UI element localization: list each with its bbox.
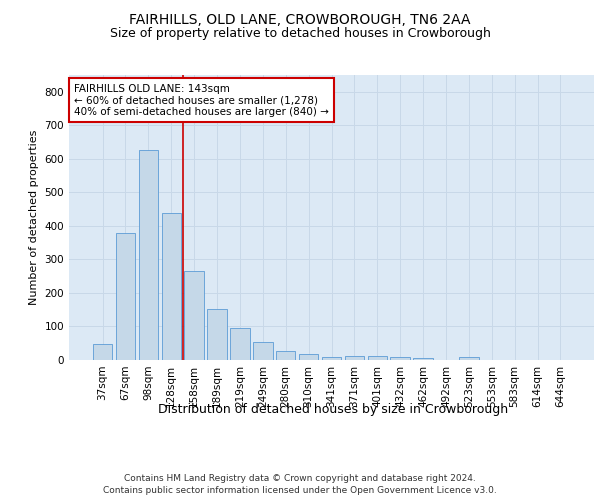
Bar [139, 150, 158, 360]
Bar [276, 350, 295, 360]
Text: FAIRHILLS OLD LANE: 143sqm
← 60% of detached houses are smaller (1,278)
40% of s: FAIRHILLS OLD LANE: 143sqm ← 60% of deta… [74, 84, 329, 116]
Bar [368, 356, 387, 360]
Bar [93, 344, 112, 360]
Bar [208, 309, 227, 360]
Bar [116, 232, 135, 360]
Text: FAIRHILLS, OLD LANE, CROWBOROUGH, TN6 2AA: FAIRHILLS, OLD LANE, CROWBOROUGH, TN6 2A… [129, 12, 471, 26]
Bar [322, 356, 341, 360]
Bar [161, 213, 181, 360]
Bar [391, 356, 410, 360]
Text: Contains HM Land Registry data © Crown copyright and database right 2024.
Contai: Contains HM Land Registry data © Crown c… [103, 474, 497, 495]
Bar [299, 354, 319, 360]
Bar [413, 358, 433, 360]
Bar [344, 356, 364, 360]
Text: Distribution of detached houses by size in Crowborough: Distribution of detached houses by size … [158, 402, 508, 415]
Bar [184, 271, 204, 360]
Bar [459, 358, 479, 360]
Bar [253, 342, 272, 360]
Y-axis label: Number of detached properties: Number of detached properties [29, 130, 39, 305]
Bar [230, 328, 250, 360]
Text: Size of property relative to detached houses in Crowborough: Size of property relative to detached ho… [110, 28, 490, 40]
